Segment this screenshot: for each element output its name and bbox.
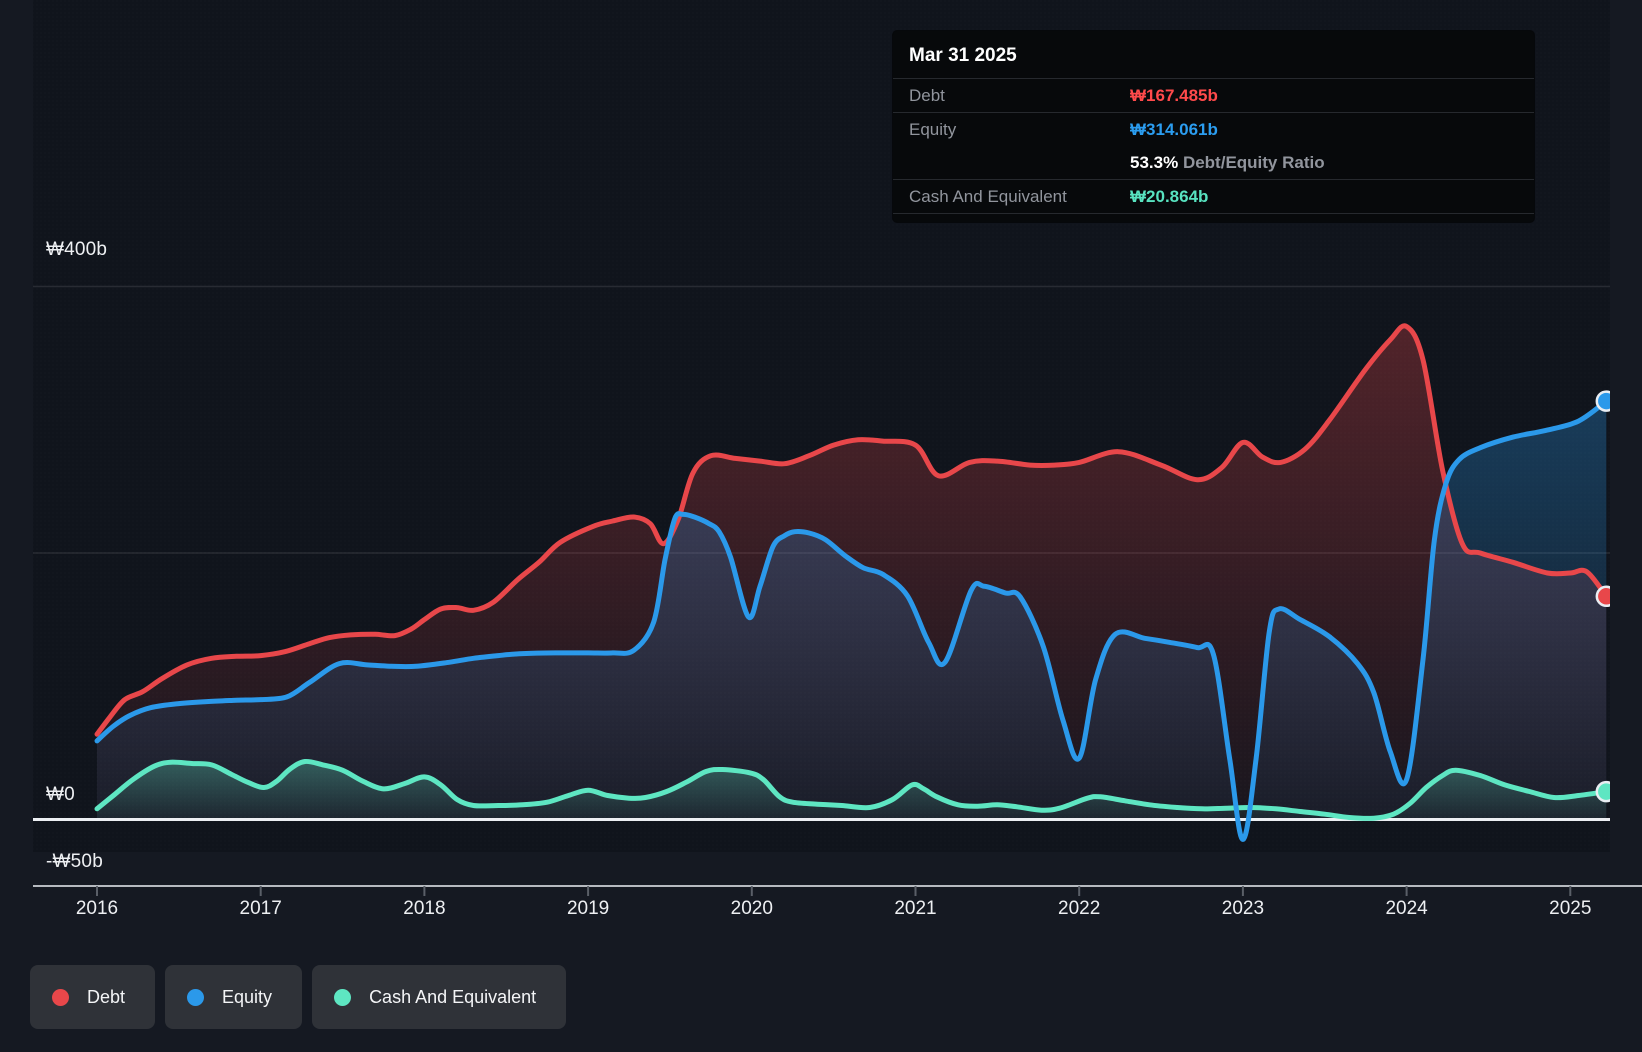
x-axis-label-2024: 2024 xyxy=(1385,898,1428,919)
y-axis-label-0: ₩0 xyxy=(46,784,75,805)
end-marker-equity xyxy=(1595,390,1610,412)
end-markers xyxy=(1595,390,1610,803)
tooltip-cash-label: Cash And Equivalent xyxy=(909,186,1067,206)
chart-tooltip: Mar 31 2025 Debt ₩167.485b Equity ₩314.0… xyxy=(893,31,1534,222)
legend-chip-cash[interactable]: Cash And Equivalent xyxy=(312,965,567,1029)
y-axis-label-400b: ₩400b xyxy=(46,239,108,260)
series-lines xyxy=(94,323,1609,842)
line-cash-and-equivalent xyxy=(94,758,1609,821)
end-marker-debt xyxy=(1595,585,1610,608)
x-axis-label-2022: 2022 xyxy=(1058,898,1101,919)
y-axis-label-neg50b: -₩50b xyxy=(46,851,103,872)
line-debt xyxy=(94,323,1609,737)
tooltip-cash-value: ₩20.864b xyxy=(1130,186,1209,206)
legend-label-debt: Debt xyxy=(87,986,126,1007)
x-axis-label-2017: 2017 xyxy=(239,898,282,919)
chart-legend: Debt Equity Cash And Equivalent xyxy=(30,965,567,1029)
legend-chip-debt[interactable]: Debt xyxy=(30,965,156,1029)
legend-label-equity: Equity xyxy=(222,986,273,1007)
tooltip-equity-value: ₩314.061b xyxy=(1130,119,1218,139)
x-axis-line xyxy=(33,885,1642,896)
tooltip-row-debt: Debt ₩167.485b xyxy=(893,78,1534,112)
tooltip-row-ratio: 53.3% Debt/Equity Ratio xyxy=(893,146,1534,179)
x-axis-label-2021: 2021 xyxy=(894,898,937,919)
x-axis-label-2018: 2018 xyxy=(403,898,446,919)
tooltip-date: Mar 31 2025 xyxy=(909,45,1017,66)
x-axis-label-2019: 2019 xyxy=(566,898,610,919)
x-axis-label-2016: 2016 xyxy=(75,898,119,919)
legend-chip-equity[interactable]: Equity xyxy=(165,965,303,1029)
x-axis-label-2025: 2025 xyxy=(1549,898,1592,919)
legend-label-cash: Cash And Equivalent xyxy=(369,986,537,1007)
cash-legend-dot-icon xyxy=(334,988,352,1006)
tooltip-debt-value: ₩167.485b xyxy=(1130,85,1218,105)
tooltip-debt-label: Debt xyxy=(909,85,945,105)
tooltip-ratio-percent: 53.3% xyxy=(1130,152,1179,172)
end-marker-cash-and-equivalent xyxy=(1595,780,1610,803)
tooltip-ratio: 53.3% Debt/Equity Ratio xyxy=(1130,153,1325,173)
equity-legend-dot-icon xyxy=(187,988,205,1006)
area-equity xyxy=(97,401,1607,840)
tooltip-equity-label: Equity xyxy=(909,119,957,139)
tooltip-row-equity: Equity ₩314.061b xyxy=(893,112,1534,146)
line-equity xyxy=(94,398,1609,842)
x-axis-label-2023: 2023 xyxy=(1221,898,1265,919)
tooltip-ratio-label: Debt/Equity Ratio xyxy=(1182,152,1325,172)
x-axis-label-2020: 2020 xyxy=(730,898,773,919)
debt-legend-dot-icon xyxy=(52,988,69,1006)
tooltip-row-cash: Cash And Equivalent ₩20.864b xyxy=(893,179,1534,213)
